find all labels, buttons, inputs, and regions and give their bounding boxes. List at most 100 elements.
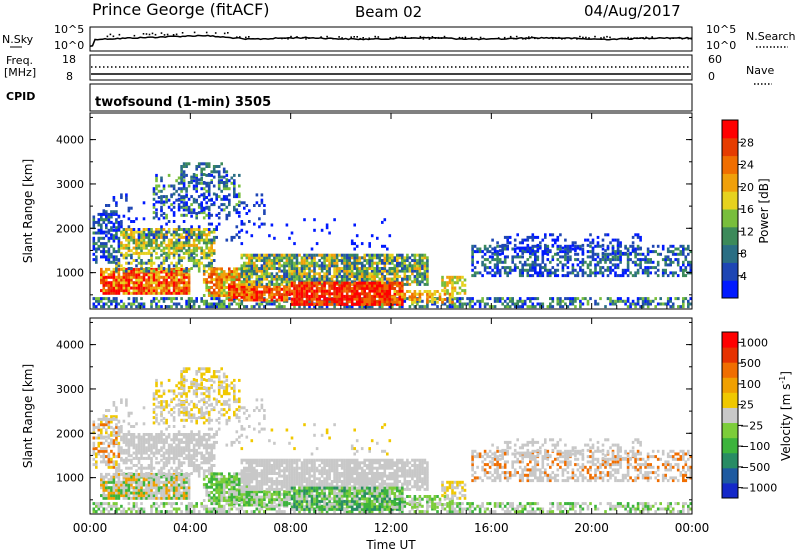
- range-gate-cell: [368, 267, 371, 270]
- range-gate-cell: [358, 294, 361, 298]
- range-gate-cell: [265, 269, 269, 273]
- range-gate-cell: [275, 259, 279, 262]
- range-gate-cell: [376, 261, 379, 265]
- range-gate-cell: [529, 268, 532, 272]
- range-gate-cell: [125, 273, 128, 277]
- range-gate-cell: [182, 201, 186, 205]
- range-gate-cell: [120, 286, 123, 290]
- range-gate-cell: [112, 275, 116, 279]
- range-gate-cell: [513, 243, 517, 247]
- range-gate-cell: [270, 290, 274, 294]
- range-gate-cell: [222, 278, 226, 282]
- range-gate-cell: [323, 275, 326, 278]
- range-gate-cell: [360, 269, 364, 273]
- range-gate-cell: [529, 246, 532, 250]
- range-gate-cell: [305, 253, 309, 257]
- range-gate-cell: [365, 272, 369, 276]
- range-gate-cell: [606, 266, 610, 270]
- range-gate-cell: [320, 294, 324, 298]
- range-gate-cell: [135, 241, 138, 245]
- range-gate-cell: [112, 198, 116, 202]
- range-gate-cell: [506, 266, 509, 270]
- range-gate-cell: [325, 253, 329, 257]
- range-gate-cell: [370, 300, 374, 304]
- noise-search-point: [353, 36, 355, 38]
- range-gate-cell: [300, 267, 304, 270]
- range-gate-cell: [190, 181, 193, 184]
- range-gate-cell: [353, 277, 356, 281]
- range-gate-cell: [248, 253, 251, 257]
- range-gate-cell: [207, 264, 211, 268]
- range-gate-cell: [112, 433, 116, 437]
- range-gate-cell: [335, 281, 339, 285]
- range-gate-cell: [135, 267, 138, 271]
- range-gate-cell: [416, 269, 419, 273]
- range-gate-cell: [142, 302, 146, 306]
- range-gate-cell: [619, 243, 622, 247]
- range-gate-cell: [606, 255, 610, 259]
- range-gate-cell: [671, 271, 675, 275]
- range-gate-cell: [295, 300, 299, 304]
- range-gate-cell: [167, 289, 171, 293]
- range-gate-cell: [235, 208, 239, 212]
- range-gate-cell: [150, 269, 153, 273]
- range-gate-cell: [155, 238, 158, 242]
- range-gate-cell: [288, 287, 291, 291]
- range-gate-cell: [285, 295, 289, 299]
- range-gate-cell: [418, 280, 422, 284]
- range-gate-cell: [353, 286, 356, 290]
- range-gate-cell: [117, 441, 121, 445]
- range-gate-cell: [210, 222, 213, 226]
- range-gate-cell: [132, 270, 136, 274]
- range-gate-cell: [152, 278, 156, 282]
- range-gate-cell: [556, 247, 560, 251]
- range-gate-cell: [135, 281, 138, 285]
- range-gate-cell: [554, 252, 557, 256]
- range-gate-cell: [348, 294, 351, 298]
- range-gate-cell: [453, 289, 457, 293]
- range-gate-cell: [656, 260, 660, 264]
- range-gate-cell: [471, 255, 474, 259]
- range-gate-cell: [654, 305, 657, 309]
- range-gate-cell: [370, 284, 374, 288]
- range-gate-cell: [280, 256, 284, 260]
- range-gate-cell: [481, 297, 484, 301]
- range-gate-cell: [122, 510, 126, 514]
- range-gate-cell: [140, 230, 143, 234]
- range-gate-cell: [488, 271, 492, 275]
- range-gate-cell: [631, 299, 635, 303]
- range-gate-cell: [649, 299, 652, 303]
- range-gate-cell: [646, 260, 650, 264]
- cpid-value: twofsound (1-min) 3505: [95, 95, 271, 110]
- range-gate-cell: [263, 293, 266, 297]
- range-gate-cell: [127, 225, 131, 229]
- range-gate-cell: [373, 267, 376, 270]
- range-gate-cell: [105, 415, 108, 419]
- range-gate-cell: [664, 258, 667, 262]
- range-gate-cell: [531, 266, 535, 270]
- range-gate-cell: [283, 510, 286, 514]
- range-gate-cell: [228, 283, 231, 287]
- range-gate-cell: [228, 275, 231, 279]
- range-gate-cell: [162, 246, 166, 250]
- range-gate-cell: [275, 282, 279, 286]
- range-gate-cell: [192, 264, 196, 268]
- range-gate-cell: [606, 258, 610, 262]
- range-gate-cell: [240, 507, 244, 511]
- range-gate-cell: [461, 302, 464, 306]
- range-gate-cell: [195, 216, 198, 220]
- range-gate-cell: [233, 295, 236, 299]
- range-gate-cell: [265, 256, 269, 260]
- range-gate-cell: [187, 162, 191, 166]
- range-gate-cell: [483, 247, 487, 251]
- range-gate-cell: [360, 302, 364, 306]
- range-gate-cell: [187, 233, 191, 237]
- range-gate-cell: [280, 510, 284, 514]
- range-gate-cell: [413, 280, 417, 284]
- range-gate-cell: [308, 277, 311, 281]
- range-gate-cell: [120, 494, 123, 498]
- range-gate-cell: [305, 267, 309, 270]
- range-gate-cell: [335, 294, 339, 298]
- range-gate-cell: [381, 300, 384, 304]
- range-gate-cell: [338, 267, 341, 270]
